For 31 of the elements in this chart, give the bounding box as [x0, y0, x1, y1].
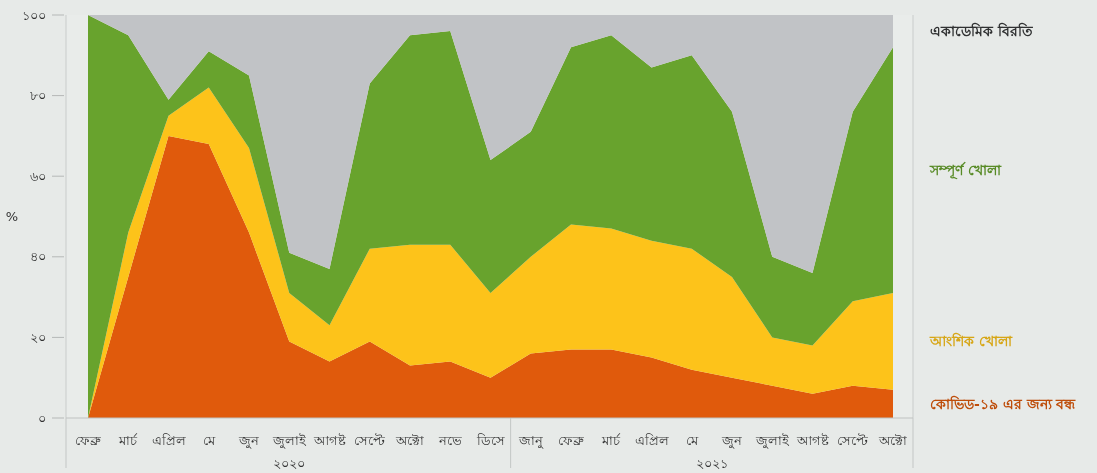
x-tick-label: অক্টো	[395, 432, 424, 448]
text: ২০২১	[695, 455, 728, 471]
text: ২০২০	[273, 455, 306, 471]
x-tick-label: ডিসে	[475, 432, 505, 448]
x-tick-label: মার্চ	[118, 432, 139, 448]
x-tick-label: মার্চ	[601, 432, 622, 448]
y-tick-label: ১০০	[22, 7, 46, 23]
x-tick-label: এপ্রিল	[151, 432, 186, 448]
x-tick-label: সেপ্টে	[354, 432, 387, 448]
x-tick-label: জুন	[238, 432, 259, 449]
x-tick-label: জুলাই	[754, 432, 790, 449]
x-tick-label: জুলাই	[271, 432, 307, 449]
x-tick-label: জানু	[517, 432, 544, 449]
y-axis-title: %	[5, 209, 19, 224]
x-tick-label: জুন	[721, 432, 742, 449]
x-tick-label: মে	[685, 432, 699, 448]
x-tick-label: নভে	[437, 432, 462, 448]
y-tick-label: ০	[38, 410, 46, 426]
y-tick-label: ৪০	[30, 249, 46, 265]
y-tick-label: ৮০	[30, 88, 46, 104]
y-tick-label: ৬০	[30, 168, 46, 184]
x-tick-label: সেপ্টে	[837, 432, 870, 448]
x-tick-label: আগষ্ট	[795, 432, 829, 448]
x-tick-label: ফেব্রু	[558, 432, 584, 448]
legend: একাডেমিক বিরতি সম্পূর্ণ খোলা আংশিক খোলা কোভিড-১৯ এর জন্য বন্ধ	[930, 23, 1076, 412]
y-tick-label: ২০	[30, 329, 46, 345]
x-tick-label: আগষ্ট	[312, 432, 346, 448]
x-tick-label: ফেব্রু	[75, 432, 101, 448]
x-tick-label: মে	[202, 432, 216, 448]
x-tick-label: অক্টো	[878, 432, 907, 448]
x-tick-label: এপ্রিল	[634, 432, 669, 448]
